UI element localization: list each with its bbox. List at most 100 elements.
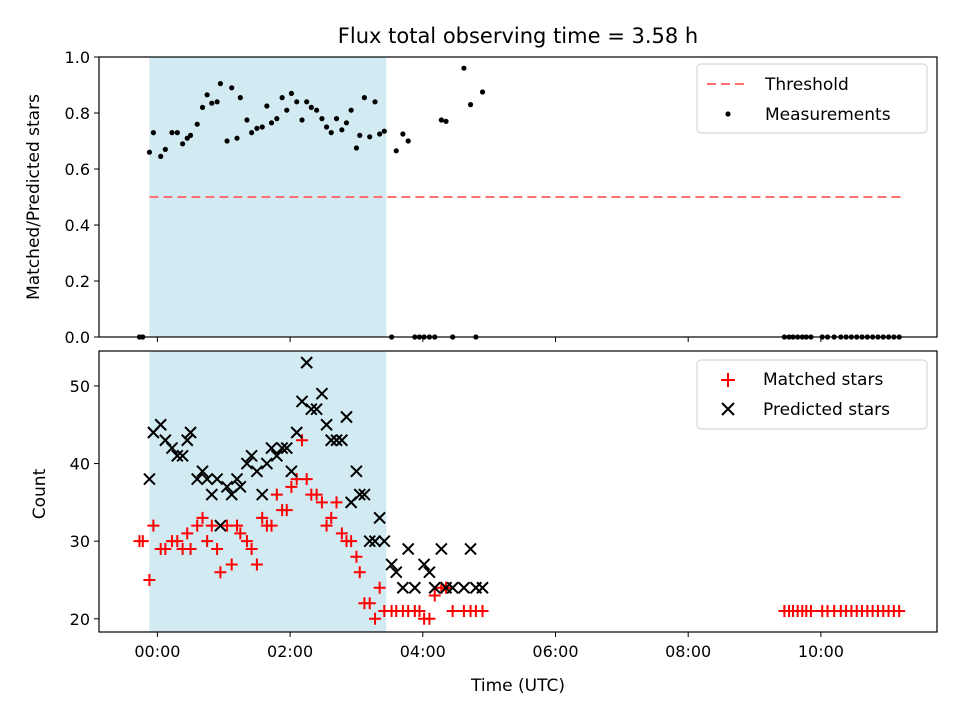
predicted-star-point <box>250 465 264 478</box>
predicted-star-point <box>143 472 156 486</box>
predicted-star-point <box>154 418 167 431</box>
matched-star-point <box>373 581 386 594</box>
predicted-star-point <box>385 558 398 571</box>
predicted-star-point <box>325 434 338 447</box>
measurement-point <box>443 118 449 124</box>
top-y-ticks: 0.0 0.2 0.4 0.6 0.8 1.0 <box>65 48 99 347</box>
matched-star-point <box>181 527 194 540</box>
predicted-star-point <box>220 480 234 494</box>
measurement-point <box>249 130 255 136</box>
predicted-star-point <box>181 434 194 447</box>
matched-star-point <box>320 519 333 532</box>
measurement-point <box>479 89 486 95</box>
predicted-star-point <box>435 542 448 556</box>
predicted-star-point <box>165 441 179 455</box>
predicted-star-point <box>363 534 376 548</box>
matched-star-point <box>350 550 363 563</box>
measurement-point <box>405 138 411 144</box>
matched-star-point <box>315 496 328 509</box>
matched-star-point <box>353 566 366 579</box>
predicted-star-point <box>285 465 298 478</box>
measurement-point <box>268 120 275 126</box>
matched-star-point <box>240 535 253 548</box>
measurement-point <box>234 135 240 141</box>
measurement-point <box>199 104 206 110</box>
measurement-point <box>400 131 406 137</box>
predicted-star-point <box>408 581 422 594</box>
measurement-point <box>308 104 314 110</box>
chart-title: Flux total observing time = 3.58 h <box>338 24 698 48</box>
matched-star-point <box>231 519 244 532</box>
bottom-x-tick-label: 08:00 <box>665 642 711 661</box>
top-x-ticks <box>156 337 822 342</box>
matched-star-point <box>428 589 441 602</box>
measurement-point <box>244 117 250 123</box>
predicted-star-point <box>171 449 184 463</box>
predicted-star-point <box>396 581 410 594</box>
measurement-point <box>438 117 444 123</box>
bottom-y-tick-label: 50 <box>70 377 90 396</box>
measurement-point <box>348 107 354 113</box>
measurement-point <box>150 130 157 136</box>
matched-star-point <box>285 480 298 493</box>
top-y-tick-label: 1.0 <box>65 48 90 67</box>
bottom-panel: 00:00 02:00 04:00 06:00 08:00 10:00 20304050 … <box>30 350 938 696</box>
bottom-y-axis-label: Count <box>30 468 50 519</box>
matched-star-point <box>893 605 906 618</box>
predicted-star-point <box>196 465 209 478</box>
top-legend-box <box>696 63 928 134</box>
measurement-point <box>217 81 224 87</box>
predicted-stars-points <box>143 356 489 594</box>
legend-measurements-swatch <box>725 111 731 117</box>
predicted-star-point <box>350 465 363 478</box>
measurement-point <box>467 102 474 108</box>
matched-star-point <box>234 527 247 540</box>
legend-matched-label: Matched stars <box>763 370 883 390</box>
top-y-axis-label: Matched/Predicted stars <box>24 94 44 300</box>
measurement-point <box>461 65 467 71</box>
measurement-point <box>174 130 180 136</box>
matched-star-point <box>201 535 214 548</box>
predicted-star-point <box>230 472 244 486</box>
predicted-star-point <box>270 449 284 463</box>
matched-star-point <box>363 597 376 610</box>
measurement-point <box>328 130 334 136</box>
bottom-y-tick-label: 20 <box>70 610 90 629</box>
predicted-star-point <box>378 534 391 548</box>
measurement-point <box>187 132 194 138</box>
measurement-point <box>146 149 153 155</box>
matched-star-point <box>423 612 436 625</box>
legend-measurements-label: Measurements <box>765 105 891 125</box>
predicted-star-point <box>446 581 459 594</box>
bottom-y-tick-label: 30 <box>70 532 90 551</box>
legend-predicted-label: Predicted stars <box>763 400 890 420</box>
matched-star-point <box>335 527 348 540</box>
predicted-star-point <box>280 441 293 455</box>
measurement-point <box>339 127 345 133</box>
matched-star-point <box>296 434 309 447</box>
x-axis-label: Time (UTC) <box>470 676 565 696</box>
matched-star-point <box>804 605 817 618</box>
measurement-point <box>229 85 235 91</box>
bottom-x-tick-label: 10:00 <box>798 642 844 661</box>
measurement-point <box>367 134 373 140</box>
matched-star-point <box>214 566 227 579</box>
predicted-star-point <box>330 434 343 447</box>
bottom-y-tick-label: 40 <box>70 455 90 474</box>
bottom-x-tick-label: 00:00 <box>134 642 180 661</box>
matched-star-point <box>310 488 323 501</box>
measurement-point <box>393 148 399 154</box>
predicted-star-point <box>200 472 214 486</box>
predicted-star-point <box>305 403 318 416</box>
matched-star-point <box>159 542 172 555</box>
top-y-tick-label: 0.8 <box>65 104 90 123</box>
measurement-point <box>361 95 367 101</box>
matched-star-point <box>300 473 313 486</box>
predicted-star-point <box>184 426 197 439</box>
measurement-point <box>162 146 168 152</box>
bottom-legend: Matched stars Predicted stars <box>696 359 928 430</box>
matched-star-point <box>270 488 283 501</box>
matched-star-point <box>184 542 197 555</box>
top-y-tick-label: 0.2 <box>65 272 90 291</box>
